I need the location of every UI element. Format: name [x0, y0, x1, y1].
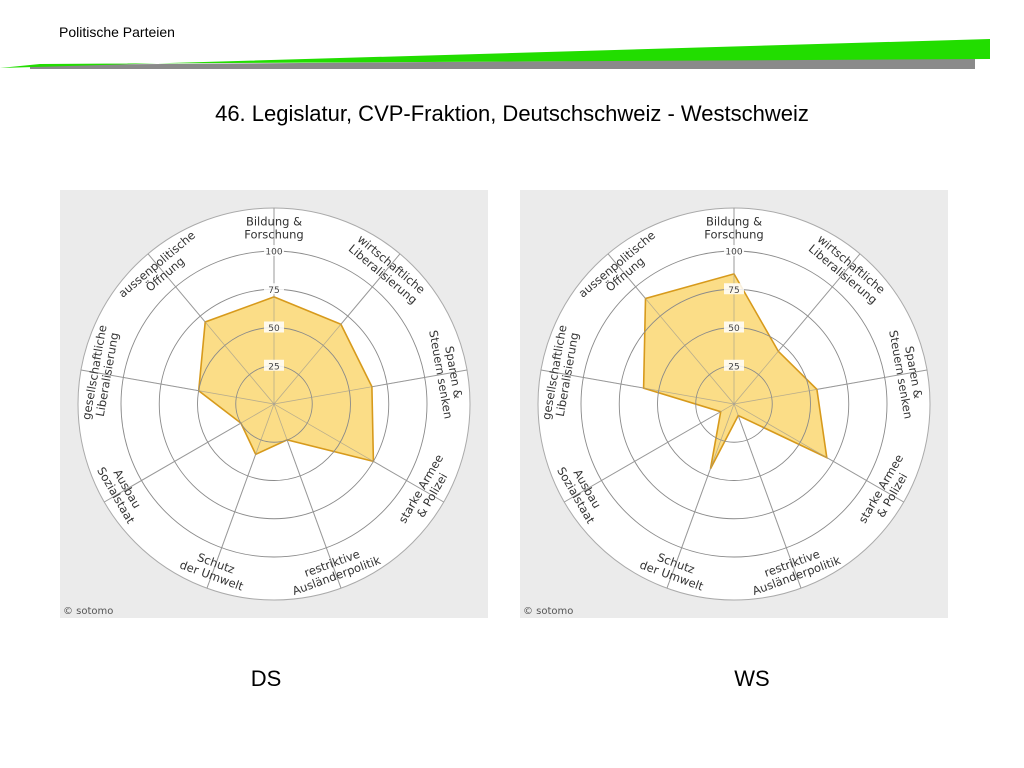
radar-axis-overlay	[273, 377, 425, 405]
radar-axis-overlay	[273, 403, 327, 548]
chart-credit: © sotomo	[523, 606, 574, 617]
radar-axis-overlay	[733, 286, 833, 405]
slide-title: 46. Legislatur, CVP-Fraktion, Deutschsch…	[215, 101, 809, 126]
tick-label-bg	[724, 283, 744, 295]
header-title: Politische Parteien	[59, 24, 175, 40]
radar-tick-label: 75	[268, 286, 279, 296]
radar-axis-overlay	[601, 403, 735, 481]
tick-label-bg	[724, 245, 744, 256]
chart-credit: © sotomo	[63, 606, 114, 617]
radar-axis-overlay	[175, 286, 275, 405]
radar-tick-label: 50	[728, 324, 740, 334]
radar-axis-overlay	[583, 377, 735, 405]
caption-ws: WS	[734, 666, 770, 691]
radar-axis-overlay	[681, 403, 735, 548]
radar-axis-overlay	[733, 377, 885, 405]
radar-axis-label-line: Bildung &	[246, 215, 302, 229]
radar-tick-label: 100	[265, 248, 282, 258]
radar-tick-label: 25	[728, 362, 739, 372]
radar-axis-overlay	[273, 286, 373, 405]
tick-label-bg	[724, 359, 744, 371]
radar-tick-label: 50	[268, 324, 280, 334]
tick-label-bg	[264, 245, 284, 256]
header-decoration	[0, 39, 990, 69]
radar-axis-label-line: Forschung	[244, 228, 303, 242]
radar-tick-label: 100	[725, 248, 742, 258]
radar-axis-overlay	[733, 403, 867, 481]
radar-axis-label: Bildung &Forschung	[244, 215, 303, 242]
header-green-swoosh	[0, 39, 990, 68]
radar-tick-label: 75	[728, 286, 739, 296]
header-gray-bar	[30, 58, 975, 69]
radar-axis-label: Bildung &Forschung	[704, 215, 763, 242]
tick-label-bg	[264, 321, 284, 333]
radar-axis-overlay	[221, 403, 275, 548]
tick-label-bg	[264, 359, 284, 371]
radar-chart-ws: 25 50 75 100 Bildung & Forschung wirtschaftlic…	[520, 190, 948, 618]
radar-chart-ds: 25 50 75 100 Bildung & Forschung wirtschaftlic…	[60, 190, 488, 618]
radar-axis-label-line: Bildung &	[706, 215, 762, 229]
radar-axis-overlay	[141, 403, 275, 481]
radar-axis-label-line: Forschung	[704, 228, 763, 242]
radar-axis-overlay	[635, 286, 735, 405]
radar-series-polygon	[642, 272, 828, 470]
tick-label-bg	[264, 283, 284, 295]
radar-axis-overlay	[123, 377, 275, 405]
radar-axis-overlay	[273, 403, 407, 481]
radar-tick-label: 25	[268, 362, 279, 372]
caption-ds: DS	[250, 666, 282, 691]
radar-axis-overlay	[733, 403, 787, 548]
tick-label-bg	[724, 321, 744, 333]
